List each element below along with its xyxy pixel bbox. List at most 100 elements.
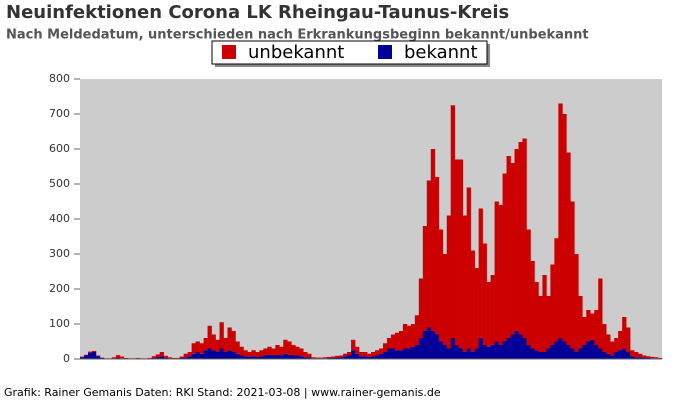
bar-segment [231,352,235,359]
bar-segment [196,352,200,359]
bar-segment [271,356,275,360]
bar-segment [395,350,399,359]
bar-segment [208,349,212,360]
bar-segment [112,357,116,358]
bar-segment [610,356,614,360]
bar-segment [558,338,562,359]
bar-segment [507,156,511,338]
bar-segment [526,345,530,359]
bar-segment [511,163,515,335]
bar-segment [503,174,507,342]
bar-segment [351,340,355,351]
bar-segment [471,251,475,353]
bar-segment [387,349,391,360]
bar-segment [164,356,168,358]
bar-segment [168,357,172,358]
legend-label: bekannt [404,42,478,63]
chart-title: Neuinfektionen Corona LK Rheingau-Taunus… [6,2,509,23]
bar-segment [120,357,124,359]
chart-subtitle: Nach Meldedatum, unterschieden nach Erkr… [6,28,589,43]
bar-segment [534,282,538,350]
bar-segment [447,349,451,360]
bar-segment [463,352,467,359]
bar-segment [578,296,582,349]
bar-segment [610,342,614,356]
bar-segment [518,335,522,360]
bar-segment [367,354,371,357]
bar-segment [387,338,391,349]
bar-segment [427,328,431,360]
bar-segment [391,349,395,360]
bar-segment [495,342,499,360]
bar-segment [323,357,327,358]
bar-segment [311,357,315,358]
bar-segment [239,347,243,356]
bar-segment [251,350,255,356]
bar-segment [435,177,439,335]
bar-segment [582,317,586,345]
bar-segment [431,149,435,331]
bar-segment [307,354,311,358]
bar-segment [239,356,243,360]
bar-segment [550,265,554,346]
bar-segment [399,331,403,350]
bar-segment [554,238,558,341]
bar-segment [475,349,479,360]
bar-segment [299,349,303,357]
bar-segment [622,349,626,360]
bar-segment [499,345,503,359]
bar-segment [455,160,459,346]
bar-segment [259,350,263,356]
bar-segment [295,356,299,360]
bar-segment [550,345,554,359]
bar-segment [227,328,231,351]
bar-segment [295,347,299,356]
bar-segment [574,254,578,352]
bar-segment [443,254,447,345]
y-tick-label: 600 [49,142,70,155]
bar-segment [343,354,347,356]
bar-segment [467,349,471,360]
bar-segment [415,315,419,345]
bar-segment [279,347,283,356]
bar-segment [351,350,355,359]
bar-segment [224,338,228,352]
bar-segment [499,205,503,345]
legend-swatch [378,45,392,59]
bar-segment [263,356,267,360]
bar-segment [204,338,208,350]
bar-segment [80,357,84,358]
bar-segment [542,352,546,359]
bar-segment [283,354,287,359]
bar-segment [650,357,654,358]
bar-segment [88,352,92,353]
bar-segment [443,345,447,359]
bar-segment [534,350,538,359]
bar-segment [487,347,491,359]
bar-segment [554,342,558,360]
y-tick-label: 500 [49,177,70,190]
bar-segment [116,355,120,358]
bar-segment [279,356,283,360]
bar-segment [363,352,367,356]
bar-segment [419,279,423,339]
bar-segment [224,352,228,359]
bar-segment [415,345,419,359]
bar-segment [435,335,439,360]
bar-segment [188,352,192,356]
bar-segment [220,349,224,360]
bar-segment [160,352,164,356]
bar-segment [391,335,395,349]
legend-swatch [222,45,236,59]
bar-segment [88,353,92,359]
bar-segment [331,357,335,358]
bar-segment [626,328,630,353]
bar-segment [439,342,443,360]
bar-segment [459,160,463,349]
bar-segment [511,335,515,360]
bar-segment [303,352,307,357]
bar-segment [208,326,212,349]
bar-segment [594,310,598,345]
bar-segment [654,357,658,358]
